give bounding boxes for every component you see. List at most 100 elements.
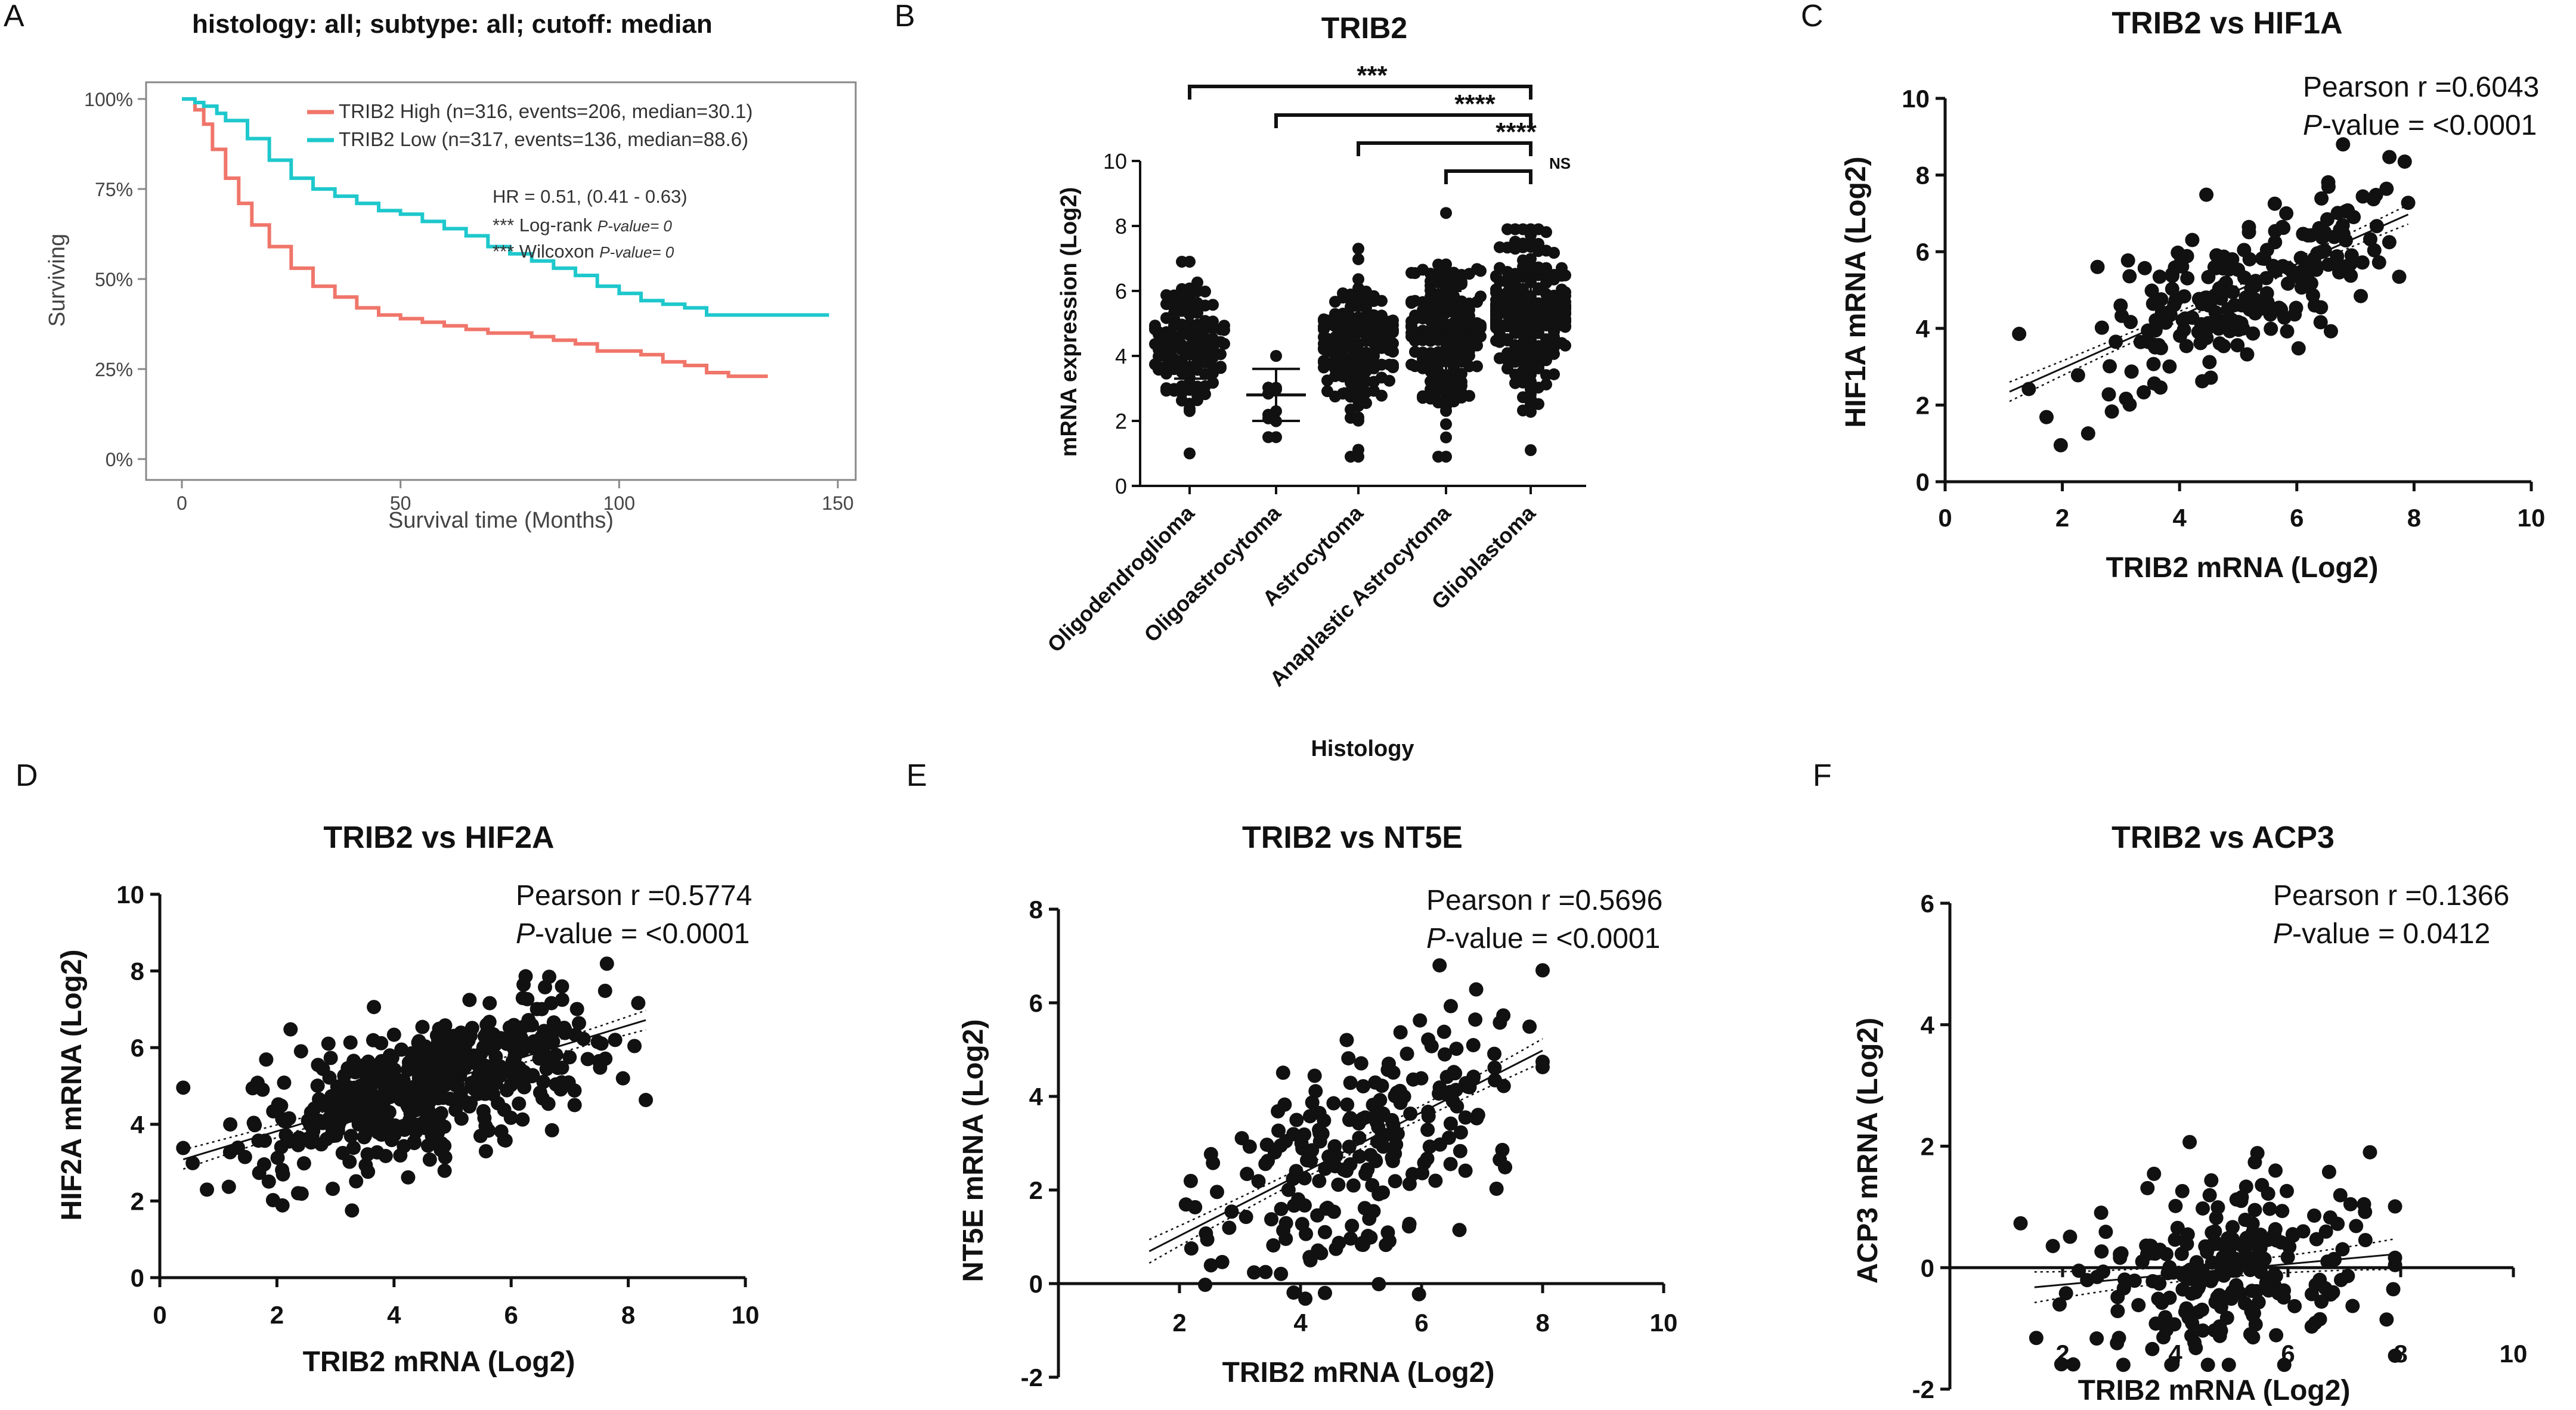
dotplot-point — [1337, 287, 1349, 299]
km-ytick-label: 50% — [95, 269, 133, 290]
dotplot-point — [1532, 237, 1544, 250]
dotplot-ylabel: mRNA expression (Log2) — [1057, 187, 1082, 457]
dotplot-point — [1494, 262, 1506, 274]
dotplot-point — [1475, 319, 1487, 331]
panel-e-point — [1400, 1046, 1414, 1061]
panel-e-point — [1298, 1291, 1313, 1306]
panel-d-point — [256, 1157, 271, 1172]
panel-d-point — [407, 1136, 422, 1151]
panel-e-point — [1355, 1237, 1370, 1252]
dotplot-significance-bracket — [1274, 113, 1532, 128]
panel-d-point — [416, 1043, 431, 1058]
panel-c-point — [2305, 288, 2320, 303]
panel-d-point — [482, 1015, 497, 1030]
panel-d-point — [504, 1077, 519, 1092]
dotplot-point — [1559, 339, 1571, 352]
panel-d-ylabel: HIF2A mRNA (Log2) — [56, 949, 88, 1220]
dotplot-point — [1176, 283, 1188, 295]
panel-f-ylabel: ACP3 mRNA (Log2) — [1852, 1018, 1884, 1284]
dotplot-point — [1456, 380, 1467, 392]
dotplot-point — [1471, 339, 1483, 352]
panel-c-point — [2323, 324, 2338, 339]
panel-c-point — [2279, 206, 2294, 221]
panel-d-ytick-label: 6 — [131, 1034, 144, 1062]
panel-d-point — [512, 1060, 527, 1075]
panel-e-point — [1312, 1173, 1327, 1188]
dotplot-point — [1207, 376, 1219, 389]
panel-c-title: TRIB2 vs HIF1A — [2111, 6, 2342, 41]
panel-e-point — [1234, 1131, 1249, 1146]
panel-f-point — [2094, 1206, 2109, 1220]
panel-c-point — [2152, 269, 2167, 284]
dotplot-point — [1475, 265, 1487, 277]
panel-e-point — [1183, 1173, 1198, 1188]
dotplot-point — [1501, 276, 1513, 289]
dotplot-ytick-label: 4 — [1115, 344, 1127, 368]
panel-d-point — [598, 1051, 613, 1066]
km-legend-label: TRIB2 Low (n=317, events=136, median=88.… — [339, 128, 748, 150]
panel-d-point — [437, 1163, 452, 1178]
panel-e-point — [1343, 1231, 1358, 1246]
panel-d-point — [431, 1040, 445, 1055]
panel-d-ytick-label: 8 — [131, 957, 144, 986]
km-curve-high — [182, 97, 768, 379]
panel-e-point — [1458, 1110, 1473, 1125]
panel-c-point — [2367, 243, 2382, 258]
panel-c-point — [2053, 438, 2068, 453]
panel-d-point — [200, 1182, 215, 1197]
panel-d-point — [422, 1152, 437, 1167]
dotplot-point — [1490, 271, 1502, 283]
panel-f-point — [2249, 1239, 2264, 1254]
panel-e-point — [1458, 1163, 1473, 1178]
panel-f-confidence-band — [2034, 1269, 2395, 1304]
panel-e-point — [1495, 1142, 1510, 1157]
panel-c-xtick-label: 10 — [2518, 504, 2546, 532]
panel-d-point — [546, 1015, 561, 1030]
panel-f-p-value: P-value = 0.0412 — [2273, 918, 2490, 950]
panel-e-point — [1369, 1115, 1384, 1130]
panel-d-point — [391, 1074, 405, 1089]
dotplot-point — [1215, 348, 1227, 361]
panel-f-point — [2221, 1358, 2236, 1372]
panel-e-ytick-label: 4 — [1029, 1083, 1044, 1111]
dotplot-point — [1532, 398, 1544, 410]
panel-e-point — [1496, 1079, 1511, 1093]
dotplot-point — [1540, 378, 1552, 391]
dotplot-point — [1352, 273, 1364, 286]
panel-e-point — [1432, 1086, 1447, 1101]
panel-e-ytick-label: 0 — [1029, 1270, 1043, 1298]
dotplot-point — [1345, 391, 1357, 403]
panel-e-point — [1436, 1024, 1451, 1039]
panel-f-point — [2072, 1263, 2086, 1278]
panel-f-point — [2307, 1208, 2322, 1223]
panel-f-point — [2269, 1233, 2284, 1248]
dotplot-significance-label: **** — [1454, 89, 1496, 119]
panel-d-fit-line — [182, 1019, 646, 1161]
panel-f-point — [2094, 1244, 2109, 1259]
panel-f-point — [2175, 1183, 2190, 1198]
panel-e-point — [1371, 1276, 1386, 1291]
panel-f-point — [2277, 1358, 2292, 1372]
panel-d-point — [349, 1174, 364, 1189]
dotplot-point — [1160, 289, 1172, 302]
panel-f-point — [2219, 1310, 2234, 1325]
panel-c-point — [2198, 290, 2213, 305]
panel-d-xtick-label: 6 — [504, 1301, 518, 1329]
panel-f-point — [2247, 1203, 2262, 1217]
dotplot-point — [1405, 295, 1417, 308]
km-xlabel: Survival time (Months) — [388, 508, 614, 533]
panel-d-point — [571, 1016, 586, 1031]
panel-d-point — [474, 1046, 489, 1061]
panel-d-point — [221, 1179, 236, 1194]
panel-e-point — [1240, 1167, 1255, 1182]
panel-c-point — [2195, 374, 2210, 389]
panel-e-point — [1354, 1056, 1368, 1071]
dotplot-point — [1262, 412, 1274, 424]
dotplot-point — [1540, 226, 1552, 238]
panel-d-point — [310, 1079, 325, 1093]
panel-c-xtick-label: 8 — [2407, 504, 2421, 532]
panel-c-point — [2162, 359, 2177, 374]
panel-e-point — [1305, 1143, 1320, 1158]
dotplot-point — [1440, 431, 1452, 444]
panel-c-point — [2214, 259, 2229, 274]
